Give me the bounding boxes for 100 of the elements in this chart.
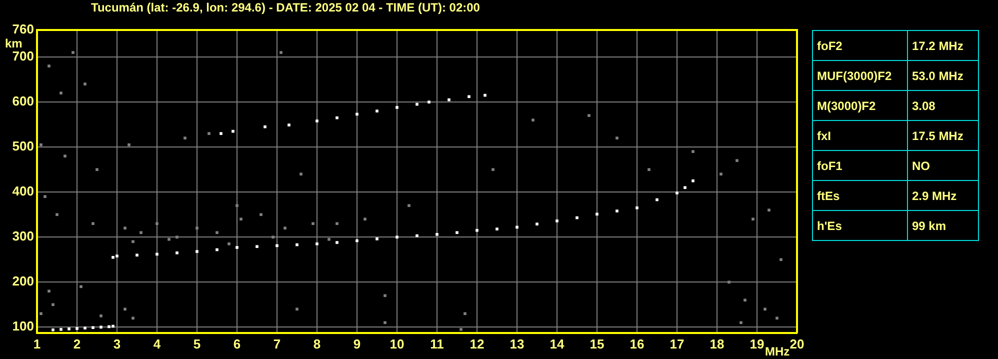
text: ftEs [812,180,908,210]
point [684,186,686,189]
point [52,328,54,332]
x-tick-label: 15 [590,336,604,352]
point [296,243,298,246]
y-tick-label: 600 [12,94,34,109]
text: 99 km [908,210,978,240]
text: NO [908,150,978,180]
point [264,125,266,128]
point [220,132,222,135]
point [112,324,114,328]
point [176,251,178,254]
point [456,231,458,234]
y-tick-label: 500 [12,138,34,154]
text: M(3000)F2 [812,90,908,120]
point [448,98,450,102]
point [68,328,70,330]
point [428,100,430,104]
x-tick-label: 12 [470,336,484,352]
point [236,246,238,249]
y-tick-label: 700 [12,48,34,64]
point [692,179,694,182]
point [376,110,378,112]
x-tick-label: 1 [33,336,41,352]
point [656,198,658,202]
x-tick-label: 8 [313,336,321,352]
x-axis-title: MHz [765,344,790,358]
text: MUF(3000)F2 [812,60,908,90]
point [636,206,638,210]
text: 2.9 MHz [908,180,978,210]
point [376,237,378,240]
chart-title: Tucumán (lat: -26.9, lon: 294.6) - DATE: 2025 02 04 - TIME (UT): 02:00 [91,0,480,14]
point [516,226,518,229]
text: 3.08 [908,90,978,120]
x-tick-label: 9 [353,336,361,352]
point [316,242,318,246]
point [92,326,94,330]
point [436,232,438,236]
text: fxI [812,120,908,150]
text: foF1 [812,150,908,180]
text: h'Es [812,210,908,240]
point [100,326,102,329]
point [84,326,86,330]
x-tick-label: 14 [550,336,565,352]
point [468,95,470,98]
point [112,256,114,259]
point [556,219,558,222]
x-tick-label: 2 [73,336,81,352]
y-tick-label: 300 [12,228,34,244]
point [536,222,538,226]
x-tick-label: 4 [153,336,162,352]
y-tick-label: 760 [12,22,34,37]
point [108,325,110,328]
point [576,216,578,220]
point [116,254,118,258]
point [336,116,338,120]
point [356,239,358,242]
x-tick-label: 13 [510,336,524,352]
point [276,244,278,248]
point [156,252,158,256]
point [676,192,678,194]
text: 17.5 MHz [908,120,978,150]
x-tick-label: 3 [113,336,121,352]
text: 17.2 MHz [908,30,978,60]
x-tick-label: 19 [750,336,764,352]
point [60,328,62,331]
text: foF2 [812,30,908,60]
point [356,112,358,116]
point [596,212,598,216]
x-tick-label: 7 [273,336,281,352]
point [316,120,318,122]
point [484,94,486,97]
point [216,248,218,252]
point [496,228,498,230]
x-tick-label: 17 [670,336,684,352]
x-tick-label: 18 [710,336,724,352]
point [616,210,618,212]
point [288,124,290,126]
x-tick-label: 6 [233,336,241,352]
point [416,234,418,238]
point [232,130,234,133]
x-tick-label: 11 [430,336,444,352]
y-tick-label: 400 [12,184,34,199]
x-tick-label: 5 [193,336,201,352]
x-tick-label: 20 [790,336,804,352]
point [396,106,398,109]
x-tick-label: 16 [630,336,644,352]
text: 53.0 MHz [908,60,978,90]
y-axis-title: km [5,36,22,50]
y-tick-label: 200 [12,274,34,289]
point [396,236,398,239]
point [476,228,478,232]
point [256,245,258,248]
x-tick-label: 10 [390,336,404,352]
point [196,250,198,253]
point [336,241,338,244]
point [136,254,138,257]
y-tick-label: 100 [12,318,34,334]
point [76,327,78,330]
point [416,102,418,106]
